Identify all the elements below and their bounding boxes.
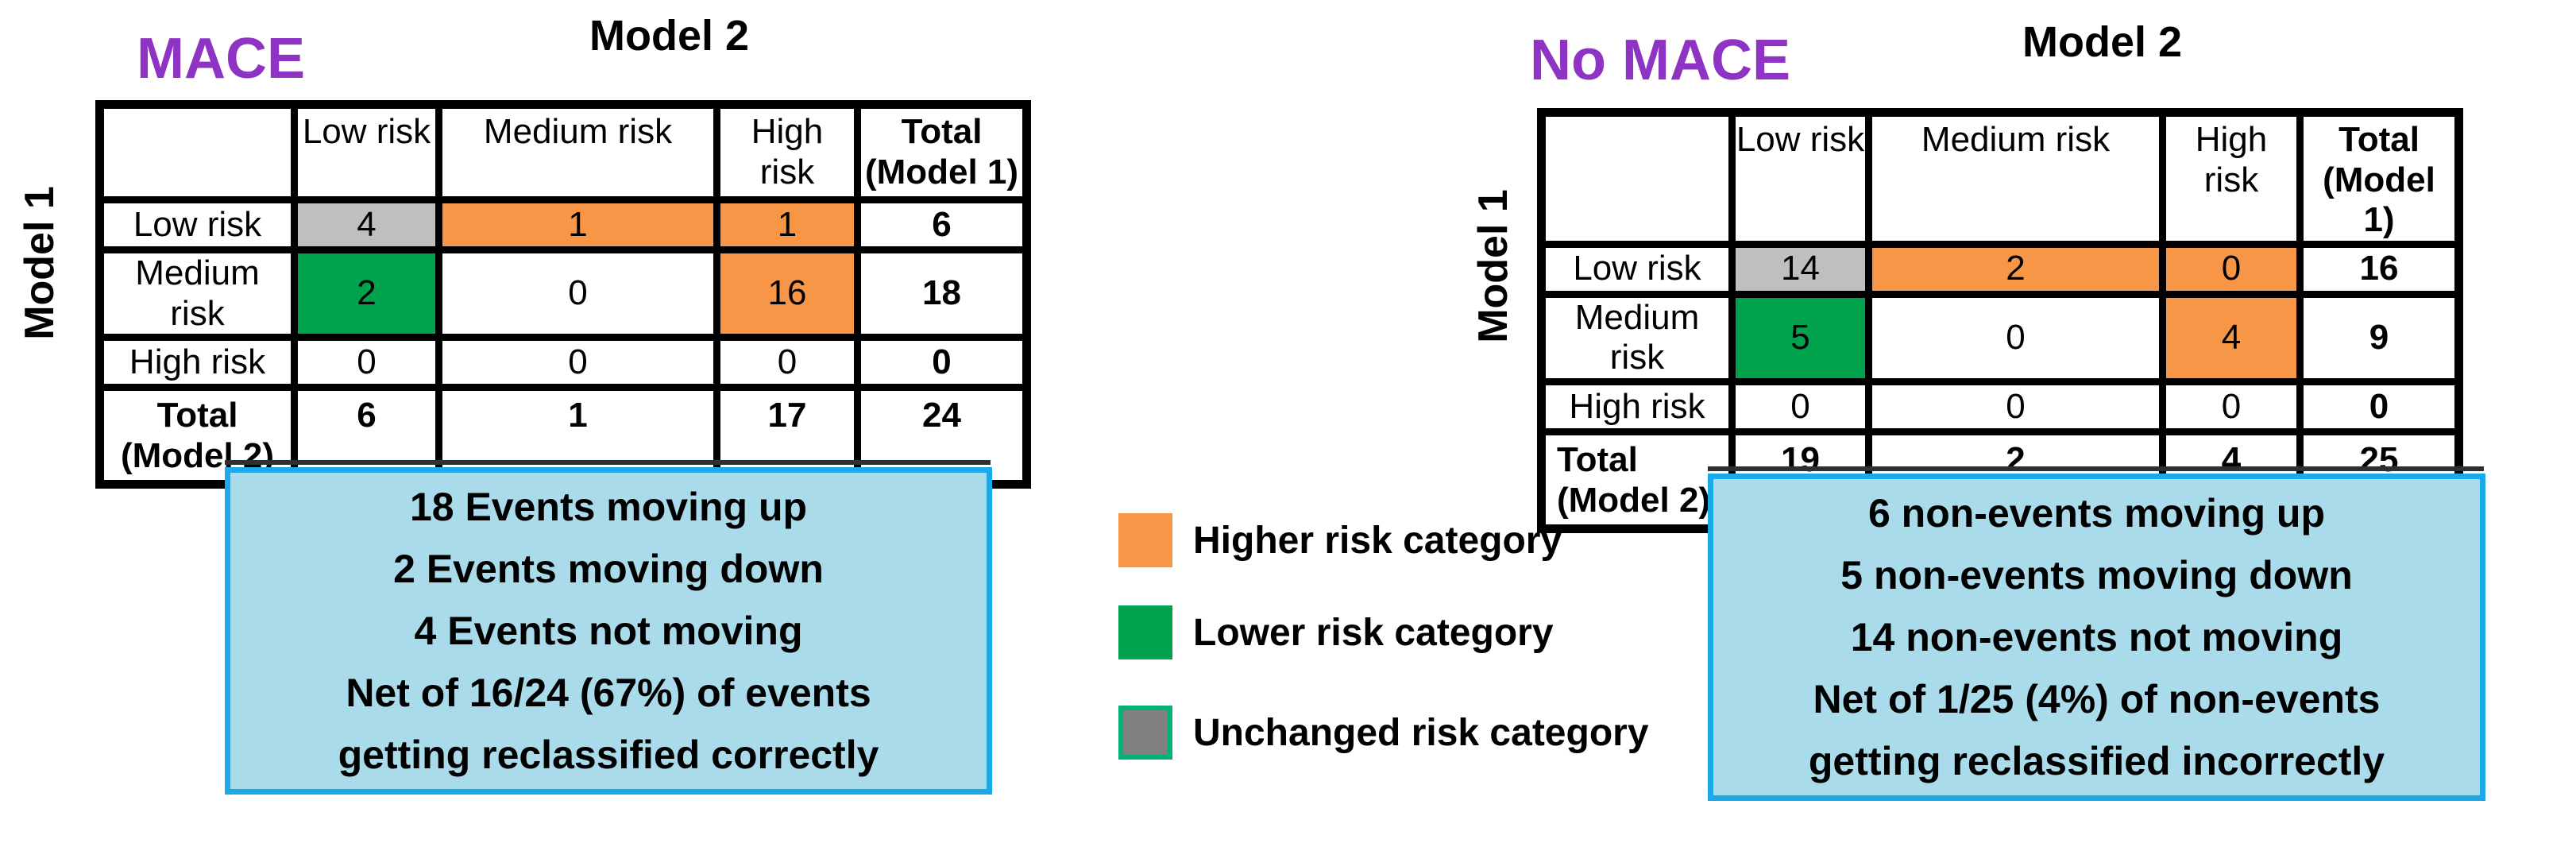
reclassification-table-mace: Low risk Medium risk High risk Total (Mo… xyxy=(95,100,1031,489)
table-row: Low risk 4 1 1 6 xyxy=(96,196,1030,253)
col-header-total-line1: Total xyxy=(901,112,983,151)
corner-cell xyxy=(1538,109,1736,248)
table-row: Medium risk 5 0 4 9 xyxy=(1538,290,2462,385)
matrix-cell: 0 xyxy=(2159,240,2304,298)
row-total-cell: 0 xyxy=(2296,377,2462,435)
matrix-cell: 14 xyxy=(1728,240,1872,298)
row-header-high: High risk xyxy=(1538,377,1736,435)
legend-item-unchanged: Unchanged risk category xyxy=(1118,706,1649,760)
legend-label: Unchanged risk category xyxy=(1193,711,1649,754)
col-header-high: High risk xyxy=(713,101,861,203)
total-row-label-line1: Total xyxy=(156,396,238,435)
table-row: Low risk 14 2 0 16 xyxy=(1538,240,2462,298)
row-header-high: High risk xyxy=(96,334,298,392)
summary-line: Net of 16/24 (67%) of events xyxy=(346,671,871,715)
row-header-medium: Medium risk xyxy=(1538,290,1736,385)
total-row-label-line1: Total xyxy=(1557,439,1638,479)
matrix-cell: 2 xyxy=(291,246,442,342)
summary-box-mace: 18 Events moving up 2 Events moving down… xyxy=(225,460,992,795)
table-row: Medium risk 2 0 16 18 xyxy=(96,246,1030,342)
legend-item-higher: Higher risk category xyxy=(1118,513,1562,567)
summary-line: 4 Events not moving xyxy=(414,609,803,653)
matrix-cell: 0 xyxy=(1865,290,2166,385)
panel-title-no-mace: No MACE xyxy=(1530,29,1790,92)
col-header-total: Total (Model 1) xyxy=(854,101,1030,203)
summary-line: getting reclassified incorrectly xyxy=(1808,739,2385,783)
col-header-low: Low risk xyxy=(291,101,442,203)
row-total-cell: 18 xyxy=(854,246,1030,342)
table-row: High risk 0 0 0 0 xyxy=(1538,377,2462,435)
matrix-cell: 0 xyxy=(713,334,861,392)
summary-line: 5 non-events moving down xyxy=(1840,553,2353,597)
header-row: Low risk Medium risk High risk Total (Mo… xyxy=(96,101,1030,203)
row-total-cell: 6 xyxy=(854,196,1030,253)
corner-cell xyxy=(96,101,298,203)
summary-line: Net of 1/25 (4%) of non-events xyxy=(1813,677,2381,721)
col-header-total-line2: (Model 1) xyxy=(864,152,1019,191)
matrix-cell: 2 xyxy=(1865,240,2166,298)
row-total-cell: 9 xyxy=(2296,290,2462,385)
panel-title-mace: MACE xyxy=(137,27,305,91)
header-row: Low risk Medium risk High risk Total (Mo… xyxy=(1538,109,2462,248)
matrix-cell: 4 xyxy=(2159,290,2304,385)
matrix-cell: 4 xyxy=(291,196,442,253)
matrix-cell: 1 xyxy=(435,196,720,253)
summary-line: 14 non-events not moving xyxy=(1850,615,2343,659)
legend-item-lower: Lower risk category xyxy=(1118,605,1554,659)
top-axis-label-model2-left: Model 2 xyxy=(589,12,750,60)
col-header-total-line1: Total xyxy=(2338,120,2420,159)
total-row-label: Total (Model 2) xyxy=(1538,427,1736,532)
matrix-cell: 0 xyxy=(1865,377,2166,435)
summary-box-no-mace: 6 non-events moving up 5 non-events movi… xyxy=(1708,466,2485,801)
top-axis-label-model2-right: Model 2 xyxy=(2022,18,2183,66)
col-header-total-line2: (Model 1) xyxy=(2323,160,2435,240)
higher-risk-swatch-icon xyxy=(1118,513,1172,567)
summary-line: getting reclassified correctly xyxy=(338,733,879,777)
matrix-cell: 5 xyxy=(1728,290,1872,385)
summary-line: 6 non-events moving up xyxy=(1867,491,2326,536)
row-header-medium: Medium risk xyxy=(96,246,298,342)
row-header-low: Low risk xyxy=(1538,240,1736,298)
table-wrapper-mace: Low risk Medium risk High risk Total (Mo… xyxy=(95,100,1031,489)
lower-risk-swatch-icon xyxy=(1118,605,1172,659)
matrix-cell: 0 xyxy=(2159,377,2304,435)
legend-label: Higher risk category xyxy=(1193,519,1562,562)
total-row-label-line2: (Model 2) xyxy=(1557,480,1711,520)
col-header-high: High risk xyxy=(2159,109,2304,248)
matrix-cell: 0 xyxy=(1728,377,1872,435)
matrix-cell: 0 xyxy=(435,334,720,392)
table-row: High risk 0 0 0 0 xyxy=(96,334,1030,392)
row-header-low: Low risk xyxy=(96,196,298,253)
side-axis-label-model1-right: Model 1 xyxy=(1470,189,1516,343)
matrix-cell: 16 xyxy=(713,246,861,342)
matrix-cell: 0 xyxy=(435,246,720,342)
unchanged-risk-swatch-icon xyxy=(1118,706,1172,760)
summary-line: 18 Events moving up xyxy=(409,485,808,529)
summary-line: 2 Events moving down xyxy=(393,547,824,591)
matrix-cell: 0 xyxy=(291,334,442,392)
col-header-medium: Medium risk xyxy=(435,101,720,203)
col-header-total: Total (Model 1) xyxy=(2296,109,2462,248)
legend-label: Lower risk category xyxy=(1193,611,1554,654)
row-total-cell: 0 xyxy=(854,334,1030,392)
matrix-cell: 1 xyxy=(713,196,861,253)
side-axis-label-model1-left: Model 1 xyxy=(17,186,63,340)
col-header-medium: Medium risk xyxy=(1865,109,2166,248)
row-total-cell: 16 xyxy=(2296,240,2462,298)
col-header-low: Low risk xyxy=(1728,109,1872,248)
